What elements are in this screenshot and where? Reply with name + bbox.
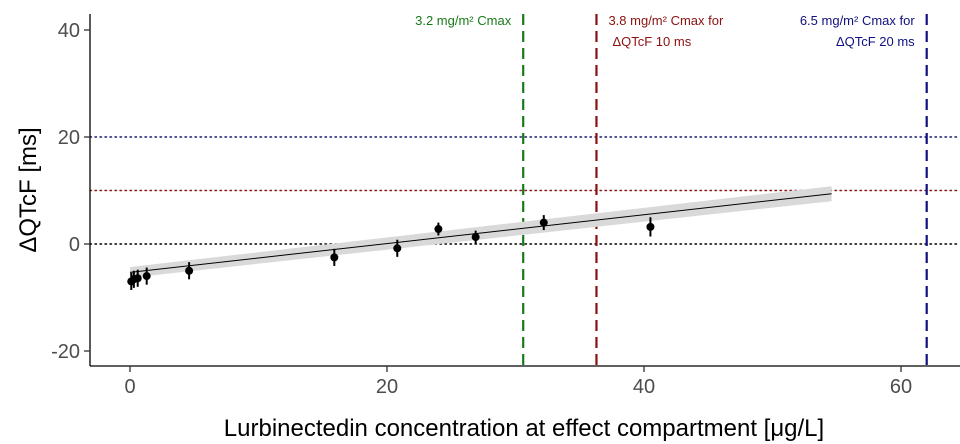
y-tick-label-0: 0 xyxy=(69,234,80,256)
vline-annotation-3-2: ΔQTcF 20 ms xyxy=(836,34,915,49)
x-tick-label-60: 60 xyxy=(890,376,912,398)
x-tick-label-20: 20 xyxy=(376,376,398,398)
y-axis-title: ΔQTcF [ms] xyxy=(15,127,42,252)
vline-annotation-3-1: 6.5 mg/m² Cmax for xyxy=(800,13,916,28)
data-point-group-10 xyxy=(539,215,548,231)
data-point-8 xyxy=(434,225,443,234)
x-axis-title: Lurbinectedin concentration at effect co… xyxy=(224,415,824,442)
data-point-group-7 xyxy=(393,239,402,257)
y-tick-label-20: 20 xyxy=(58,127,80,149)
vline-annotation-1-1: 3.2 mg/m² Cmax xyxy=(415,13,512,28)
vline-annotation-2-2: ΔQTcF 10 ms xyxy=(612,34,691,49)
data-point-group-3 xyxy=(133,269,142,287)
data-point-10 xyxy=(539,218,548,227)
regression-line xyxy=(129,193,832,273)
data-point-group-4 xyxy=(142,267,151,285)
data-point-11 xyxy=(646,222,655,231)
data-point-6 xyxy=(330,253,339,262)
data-point-group-5 xyxy=(185,262,194,280)
data-point-5 xyxy=(185,266,194,275)
data-point-group-8 xyxy=(434,222,443,236)
x-tick-label-0: 0 xyxy=(124,376,135,398)
data-point-4 xyxy=(142,272,151,281)
data-point-9 xyxy=(471,233,480,242)
y-tick-label-40: 40 xyxy=(58,20,80,42)
vline-annotation-2-1: 3.8 mg/m² Cmax for xyxy=(608,13,724,28)
regression-ci-band xyxy=(130,186,832,278)
y-tick-label--20: -20 xyxy=(51,341,80,363)
data-point-group-6 xyxy=(330,248,339,266)
data-point-3 xyxy=(133,274,142,283)
data-point-group-9 xyxy=(471,230,480,244)
x-tick-label-40: 40 xyxy=(633,376,655,398)
data-point-7 xyxy=(393,244,402,253)
data-point-group-11 xyxy=(646,217,655,237)
